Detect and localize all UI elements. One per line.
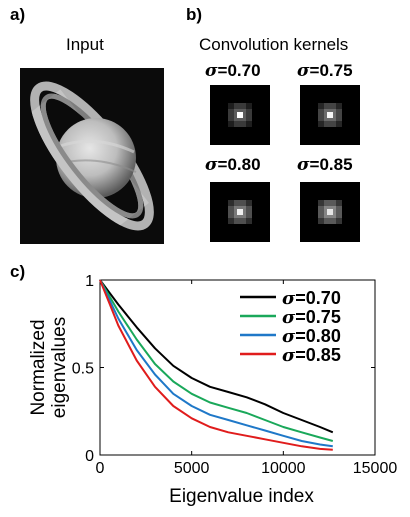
sigma-symbol: σ <box>297 155 310 175</box>
series-line-2 <box>99 279 333 448</box>
y-tick-label: 0 <box>85 448 94 465</box>
legend-sigma: σ <box>282 307 296 328</box>
legend-value: =0.70 <box>295 288 341 308</box>
x-tick-label: 5000 <box>174 460 210 477</box>
legend-sigma: σ <box>282 345 296 366</box>
legend-label-1: σ=0.75 <box>282 307 341 328</box>
x-tick-label: 0 <box>96 460 105 477</box>
series-line-3 <box>99 279 333 451</box>
kernel-image-080 <box>210 182 270 242</box>
legend-sigma: σ <box>282 288 296 309</box>
legend-sigma: σ <box>282 326 296 347</box>
kernel-label-080: σ=0.80 <box>205 155 261 175</box>
sigma-symbol: σ <box>205 155 218 175</box>
x-tick-label: 10000 <box>261 460 306 477</box>
sigma-value: =0.75 <box>309 61 353 80</box>
legend-label-0: σ=0.70 <box>282 288 341 309</box>
y-axis-label: Normalizedeigenvalues <box>28 317 70 418</box>
sigma-value: =0.80 <box>217 155 261 174</box>
x-tick-label: 15000 <box>353 460 398 477</box>
x-axis-label: Eigenvalue index <box>169 486 314 507</box>
sigma-value: =0.85 <box>309 155 353 174</box>
kernel-label-070: σ=0.70 <box>205 61 261 81</box>
y-tick-label: 0.5 <box>72 361 94 378</box>
sigma-value: =0.70 <box>217 61 261 80</box>
kernel-label-085: σ=0.85 <box>297 155 353 175</box>
kernel-image-070 <box>210 85 270 145</box>
saturn-input-image <box>20 68 164 244</box>
legend-value: =0.85 <box>295 345 341 365</box>
series-line-0 <box>99 279 334 434</box>
panel-b-label: b) <box>186 5 203 24</box>
sigma-symbol: σ <box>297 61 310 81</box>
kernels-title: Convolution kernels <box>199 35 349 54</box>
y-axis-label-line: Normalized <box>28 319 49 415</box>
y-axis-label-line: eigenvalues <box>49 317 70 418</box>
kernel-image-075 <box>300 85 360 145</box>
kernel-image-085 <box>300 182 360 242</box>
legend-value: =0.75 <box>295 307 341 327</box>
sigma-symbol: σ <box>205 61 218 81</box>
legend-label-3: σ=0.85 <box>282 345 341 366</box>
panel-a-label: a) <box>10 5 26 24</box>
series-line-1 <box>99 279 334 442</box>
legend-label-2: σ=0.80 <box>282 326 341 347</box>
input-title: Input <box>66 35 104 54</box>
y-tick-label: 1 <box>85 273 94 290</box>
kernel-label-075: σ=0.75 <box>297 61 353 81</box>
legend-value: =0.80 <box>295 326 341 346</box>
panel-c-label: c) <box>10 262 26 281</box>
